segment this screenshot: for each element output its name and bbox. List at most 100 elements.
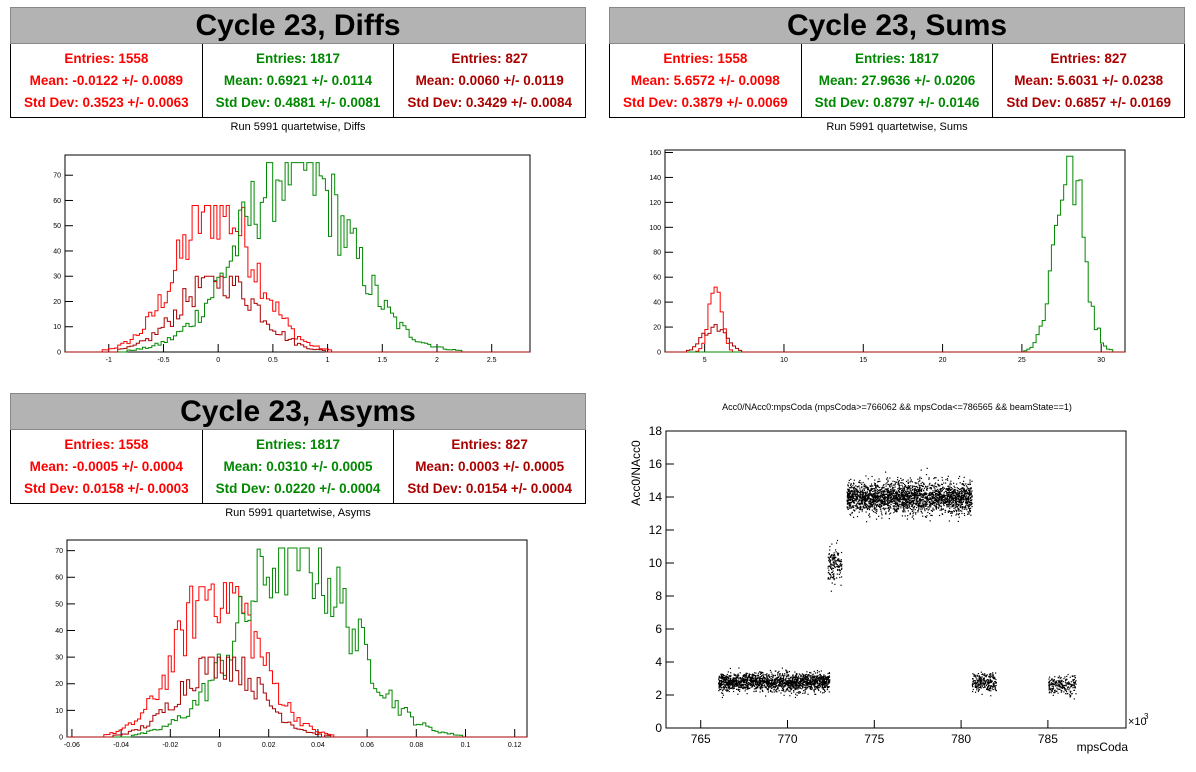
scatter-point	[849, 504, 851, 506]
scatter-point	[814, 679, 817, 681]
scatter-point	[972, 686, 974, 688]
scatter-point	[864, 492, 866, 494]
scatter-point	[970, 514, 972, 516]
scatter-point	[946, 494, 949, 496]
scatter-point	[756, 685, 759, 687]
scatter-point	[889, 505, 891, 508]
scatter-point	[766, 679, 768, 681]
scatter-point	[949, 500, 951, 502]
scatter-point	[721, 677, 723, 679]
scatter-point	[795, 688, 797, 690]
y-tick-label: 20	[653, 325, 661, 332]
scatter-point	[802, 681, 805, 684]
scatter-point	[778, 683, 781, 685]
scatter-point	[935, 477, 937, 479]
scatter-point	[899, 500, 902, 502]
scatter-point	[739, 682, 742, 684]
scatter-point	[973, 682, 976, 685]
scatter-point	[915, 493, 918, 496]
scatter-point	[885, 496, 887, 498]
scatter-point	[748, 675, 750, 677]
scatter-point	[758, 677, 760, 679]
scatter-point	[935, 498, 937, 500]
scatter-point	[813, 682, 815, 684]
scatter-point	[945, 491, 947, 493]
scatter-point	[721, 690, 724, 692]
scatter-point	[782, 677, 785, 679]
scatter-point	[802, 686, 804, 689]
stat-entries: Entries: 827	[451, 436, 528, 452]
scatter-point	[840, 564, 842, 566]
scatter-point	[875, 487, 878, 489]
scatter-point	[913, 500, 915, 502]
scatter-point	[951, 505, 953, 507]
scatter-point	[989, 673, 992, 675]
scatter-point	[956, 513, 958, 515]
scatter-point	[875, 495, 877, 497]
scatter-point	[973, 675, 975, 677]
scatter-point	[781, 678, 783, 680]
scatter-point	[756, 674, 758, 677]
scatter-point	[900, 494, 902, 496]
scatter-point	[857, 486, 859, 488]
scatter-point	[785, 685, 787, 687]
scatter-point	[929, 502, 931, 505]
scatter-point	[796, 685, 798, 687]
scatter-point	[782, 680, 784, 682]
scatter-point	[897, 500, 900, 502]
scatter-point	[937, 500, 939, 502]
scatter-point	[877, 481, 879, 483]
scatter-point	[860, 506, 862, 508]
scatter-point	[847, 506, 849, 508]
scatter-point	[855, 489, 857, 491]
scatter-point	[832, 564, 834, 566]
scatter-point	[889, 491, 891, 493]
scatter-point	[914, 494, 917, 497]
scatter-point	[833, 557, 836, 560]
scatter-point	[917, 504, 919, 506]
scatter-point	[941, 479, 944, 481]
scatter-point	[785, 690, 787, 692]
scatter-point	[907, 493, 909, 495]
scatter-point	[916, 502, 918, 505]
scatter-point	[767, 675, 769, 677]
scatter-point	[934, 500, 936, 502]
scatter-point	[785, 683, 788, 686]
scatter-point	[855, 508, 857, 510]
scatter-point	[894, 503, 897, 505]
scatter-point	[958, 492, 960, 495]
scatter-point	[974, 686, 977, 688]
scatter-point	[907, 501, 909, 503]
scatter-point	[919, 493, 921, 495]
scatter-point	[773, 691, 775, 693]
scatter-point	[935, 505, 938, 508]
scatter-point	[871, 498, 873, 500]
scatter-point	[902, 502, 905, 504]
scatter-point	[948, 496, 951, 498]
scatter-point	[883, 494, 885, 497]
scatter-point	[772, 684, 774, 686]
scatter-point	[945, 497, 947, 499]
scatter-point	[799, 691, 801, 693]
scatter-point	[920, 490, 923, 492]
scatter-point	[781, 667, 783, 669]
scatter-point	[818, 682, 821, 684]
scatter-point	[876, 497, 878, 499]
scatter-point	[790, 680, 792, 683]
scatter-point	[994, 677, 996, 679]
scatter-point	[814, 683, 816, 685]
scatter-point	[824, 690, 826, 693]
scatter-point	[948, 499, 950, 501]
scatter-point	[874, 479, 876, 481]
scatter-point	[931, 484, 933, 487]
scatter-point	[953, 507, 955, 509]
scatter-point	[849, 514, 852, 516]
scatter-point	[758, 683, 760, 685]
scatter-point	[809, 682, 811, 684]
scatter-point	[892, 492, 895, 495]
scatter-point	[771, 691, 773, 693]
scatter-point	[847, 493, 849, 496]
scatter-point	[732, 690, 735, 693]
scatter-point	[873, 507, 876, 509]
